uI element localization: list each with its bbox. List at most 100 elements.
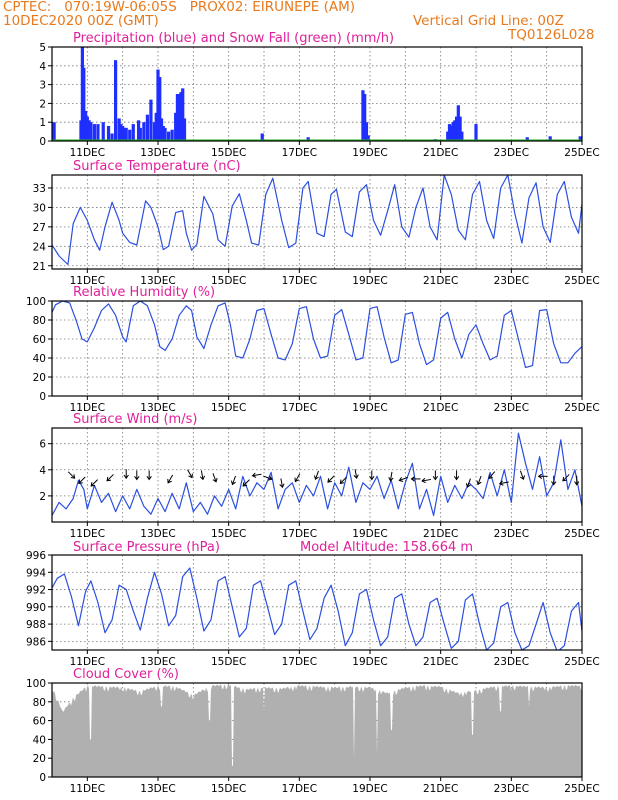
wind-arrow	[465, 478, 471, 488]
grid-note: Vertical Grid Line: 00Z	[413, 13, 564, 29]
cloud-ytick-label: 0	[39, 772, 46, 784]
temp-xtick-label: 21DEC	[423, 275, 458, 287]
wind-arrow-head	[146, 476, 152, 481]
rh-xtick-label: 15DEC	[211, 402, 246, 414]
wind-xtick-label: 23DEC	[494, 528, 529, 540]
precip-bar	[456, 105, 460, 141]
precip-bar	[361, 90, 365, 141]
precip-bar	[451, 122, 455, 141]
rh-xtick-label: 13DEC	[140, 402, 175, 414]
wind-arrow	[78, 476, 86, 485]
wind-title: Surface Wind (m/s)	[73, 412, 197, 427]
wind-arrow	[498, 480, 509, 486]
precip-bar	[142, 122, 146, 141]
wind-arrow	[187, 469, 193, 479]
precip-bar	[117, 118, 121, 141]
wind-ytick-label: 4	[39, 465, 46, 477]
precip-bar	[260, 133, 264, 141]
wind-arrow	[313, 470, 320, 481]
wind-arrow	[90, 479, 98, 487]
wind-arrow-head	[465, 483, 471, 488]
wind-arrow-shaft	[90, 479, 98, 487]
precip-bar	[363, 94, 367, 141]
precip-bar	[156, 69, 160, 141]
wind-arrow-head	[106, 476, 112, 482]
rh-xtick-label: 19DEC	[352, 402, 387, 414]
wind-arrow	[537, 473, 548, 479]
pressure-ytick-label: 990	[26, 602, 46, 614]
wind-arrow-head	[279, 483, 285, 489]
pressure-ytick-label: 996	[26, 550, 46, 562]
pressure-frame	[51, 554, 583, 651]
pressure-xtick-label: 23DEC	[494, 656, 529, 668]
cloud-ytick-label: 80	[33, 697, 46, 709]
wind-arrow-head	[242, 482, 248, 487]
wind-arrow-shaft	[327, 475, 335, 483]
precip-bar	[163, 127, 167, 141]
precip-bar	[121, 125, 125, 141]
wind-arrow-head	[251, 472, 257, 478]
precip-bar	[110, 133, 114, 141]
rh-xtick-label: 17DEC	[282, 402, 317, 414]
rh-ytick-label: 20	[33, 372, 46, 384]
precip-bar	[460, 131, 464, 141]
wind-arrow-shaft	[106, 474, 114, 482]
precip-bar	[85, 116, 89, 141]
precip-ytick-label: 3	[39, 80, 46, 92]
precip-xtick-label: 17DEC	[282, 147, 317, 159]
precip-bar	[83, 110, 88, 141]
wind-arrow-shaft	[399, 476, 408, 481]
wind-xtick-label: 13DEC	[140, 528, 175, 540]
pressure-xtick-label: 21DEC	[423, 656, 458, 668]
cloud-area	[52, 684, 582, 777]
wind-arrow-shaft	[477, 475, 482, 485]
wind-arrow-shaft	[167, 474, 174, 484]
cloud-xtick-label: 21DEC	[423, 783, 458, 795]
cloud-ytick-label: 100	[26, 678, 46, 690]
wind-arrow	[106, 474, 114, 482]
precip-title: Precipitation (blue) and Snow Fall (gree…	[73, 31, 394, 46]
pressure-xtick-label: 15DEC	[211, 656, 246, 668]
temp-ytick-label: 21	[33, 261, 46, 273]
wind-arrow-head	[574, 481, 580, 486]
wind-arrow-shaft	[212, 473, 217, 483]
wind-arrow	[212, 473, 218, 483]
wind-arrow	[410, 476, 421, 482]
wind-arrow	[146, 470, 152, 481]
precip-ytick-label: 0	[39, 136, 46, 148]
pressure-title: Surface Pressure (hPa)	[73, 540, 220, 555]
wind-arrow-head	[398, 476, 404, 482]
wind-arrow-head	[498, 480, 504, 486]
wind-arrow-head	[78, 479, 83, 485]
wind-arrow-head	[123, 474, 129, 480]
temp-xtick-label: 17DEC	[282, 275, 317, 287]
wind-arrow-head	[369, 476, 375, 481]
wind-arrow	[421, 477, 432, 484]
temp-frame	[51, 174, 583, 270]
wind-arrow	[67, 471, 76, 479]
cloud-plot-area	[52, 684, 582, 777]
wind-arrow	[263, 475, 273, 481]
rh-panel	[48, 300, 583, 400]
wind-arrow-head	[188, 473, 193, 479]
wind-arrow-shaft	[231, 475, 236, 485]
wind-arrow-head	[313, 475, 319, 481]
wind-arrow	[476, 475, 482, 486]
cloud-xtick-label: 25DEC	[564, 783, 599, 795]
wind-xtick-label: 11DEC	[70, 528, 105, 540]
precip-xtick-label: 13DEC	[140, 147, 175, 159]
wind-arrow-shaft	[187, 469, 193, 478]
rh-ytick-label: 40	[33, 353, 46, 365]
rh-ytick-label: 60	[33, 334, 46, 346]
temp-xtick-label: 11DEC	[70, 275, 105, 287]
wind-ytick-label: 6	[39, 439, 46, 451]
wind-arrow	[369, 470, 375, 481]
rh-xtick-label: 11DEC	[70, 402, 105, 414]
wind-arrow	[453, 470, 460, 481]
precip-bar	[458, 116, 462, 141]
precip-bar	[366, 135, 370, 141]
wind-arrow-shaft	[294, 473, 301, 482]
wind-arrow-shaft	[252, 473, 262, 477]
precip-panel	[48, 46, 583, 145]
